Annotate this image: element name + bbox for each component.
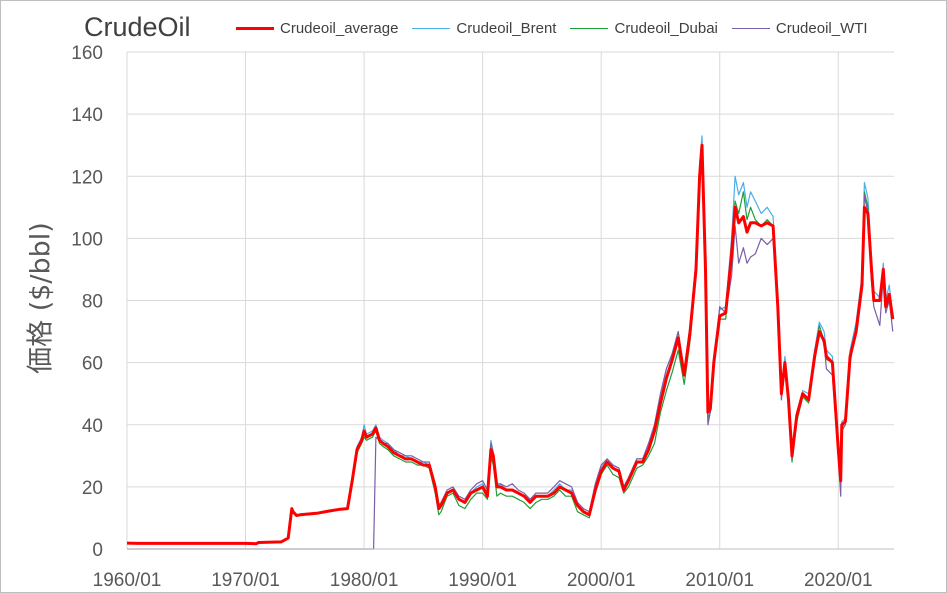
y-tick-label: 60 bbox=[82, 354, 103, 375]
x-tick-label: 1990/01 bbox=[448, 570, 517, 591]
legend-label: Crudeoil_Dubai bbox=[614, 19, 718, 37]
series-line-crudeoil-average bbox=[126, 143, 895, 546]
legend-item: Crudeoil_average bbox=[236, 20, 398, 37]
y-tick-label: 120 bbox=[71, 167, 103, 188]
x-tick-label: 1970/01 bbox=[211, 570, 280, 591]
x-tick-label: 1980/01 bbox=[330, 570, 399, 591]
legend-item: Crudeoil_WTI bbox=[731, 19, 868, 37]
x-tick-label: 1960/01 bbox=[93, 570, 162, 591]
y-tick-label: 40 bbox=[82, 416, 103, 437]
legend-label: Crudeoil_Brent bbox=[456, 19, 557, 37]
legend-swatch bbox=[236, 26, 274, 30]
y-tick-label: 160 bbox=[71, 43, 103, 64]
x-tick-label: 2010/01 bbox=[685, 570, 754, 591]
series-layer bbox=[126, 135, 895, 550]
y-tick-label: 100 bbox=[71, 229, 103, 250]
axis-layer: 0 20 40 60 80 100 120 140 160 1960/01 1970/01 1980/… bbox=[71, 43, 894, 591]
y-tick-label: 140 bbox=[71, 105, 103, 126]
legend-swatch bbox=[412, 27, 451, 29]
legend-item: Crudeoil_Brent bbox=[412, 20, 556, 37]
y-tick-label: 0 bbox=[92, 540, 103, 561]
y-tick-label: 20 bbox=[82, 478, 103, 499]
series-line-crudeoil-wti bbox=[127, 144, 894, 550]
legend-swatch bbox=[570, 27, 609, 29]
x-tick-label: 2020/01 bbox=[804, 570, 873, 591]
legend-swatch bbox=[731, 27, 770, 29]
x-tick-label: 2000/01 bbox=[567, 570, 636, 591]
chart-legend: Crudeoil_average Crudeoil_Brent Crudeoil_D… bbox=[236, 18, 882, 38]
chart-title: CrudeOil bbox=[84, 12, 191, 42]
legend-label: Crudeoil_average bbox=[280, 19, 399, 37]
y-tick-label: 80 bbox=[82, 292, 103, 313]
legend-label: Crudeoil_WTI bbox=[775, 19, 868, 37]
legend-item: Crudeoil_Dubai bbox=[570, 19, 718, 37]
gridlines bbox=[126, 51, 894, 550]
